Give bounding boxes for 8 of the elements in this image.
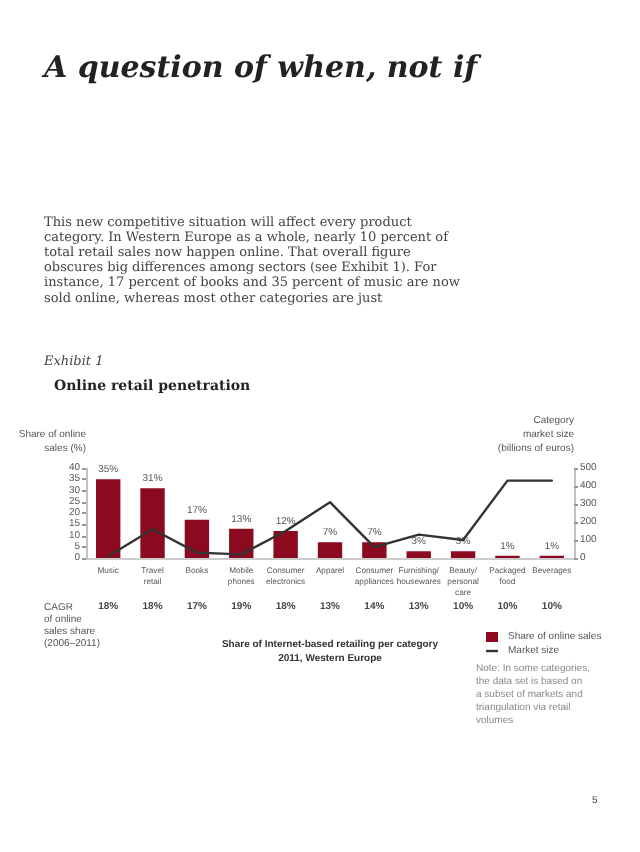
bar (95, 479, 121, 558)
text: A question of when, not if (40, 49, 483, 85)
bar (184, 519, 210, 558)
bar (317, 542, 343, 558)
bar (140, 488, 165, 558)
bar (273, 531, 298, 558)
bar (450, 551, 476, 558)
bar (406, 551, 431, 558)
